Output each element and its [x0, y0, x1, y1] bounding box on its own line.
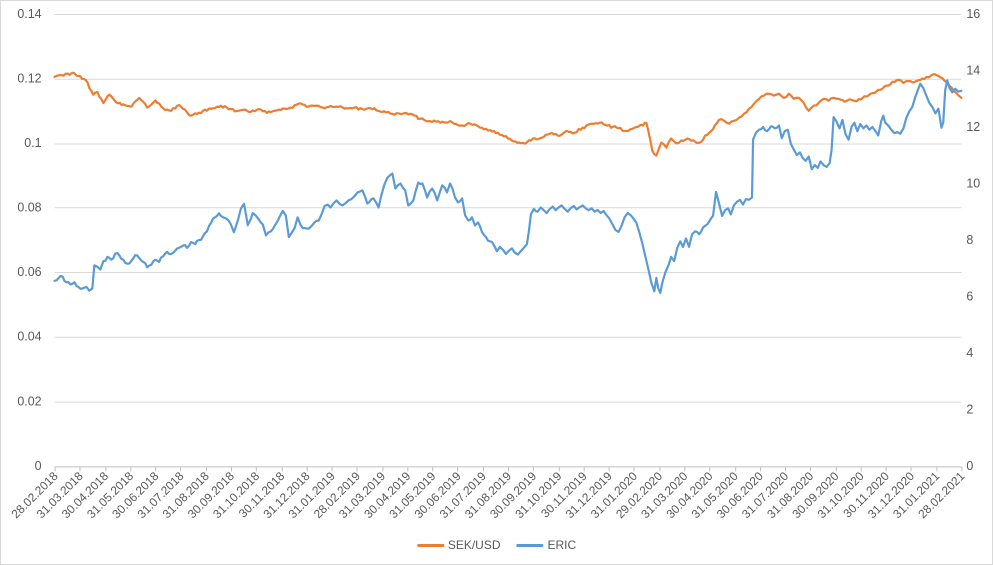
y-axis-label-right: 6	[966, 289, 973, 303]
y-axis-label-left: 0.02	[17, 394, 41, 408]
y-axis-label-left: 0.04	[17, 330, 41, 344]
y-axis-label-right: 16	[966, 7, 980, 21]
y-axis-label-right: 2	[966, 402, 973, 416]
y-axis-label-left: 0	[35, 459, 42, 473]
y-axis-label-left: 0.12	[17, 71, 41, 85]
eric-line-swatch-icon	[516, 543, 544, 547]
eric-series-line[interactable]	[53, 79, 963, 295]
y-axis-label-right: 8	[966, 233, 973, 247]
y-axis-label-right: 12	[966, 120, 980, 134]
y-axis-label-right: 4	[966, 346, 973, 360]
y-axis-label-right: 14	[966, 63, 980, 77]
y-axis-label-left: 0.06	[17, 265, 41, 279]
legend-item-sek-usd[interactable]: SEK/USD	[416, 538, 501, 552]
legend-label-eric: ERIC	[547, 538, 577, 552]
y-axis-label-left: 0.1	[24, 136, 41, 150]
y-axis-label-left: 0.14	[17, 7, 41, 21]
y-axis-label-right: 10	[966, 176, 980, 190]
legend-label-sek-usd: SEK/USD	[447, 538, 501, 552]
y-axis-label-right: 0	[966, 459, 973, 473]
y-axis-label-left: 0.08	[17, 201, 41, 215]
legend-item-eric[interactable]: ERIC	[516, 538, 577, 552]
sek-usd-series-line[interactable]	[53, 71, 963, 157]
sek-usd-line-swatch-icon	[416, 543, 444, 547]
chart-legend: SEK/USD ERIC	[416, 538, 577, 552]
